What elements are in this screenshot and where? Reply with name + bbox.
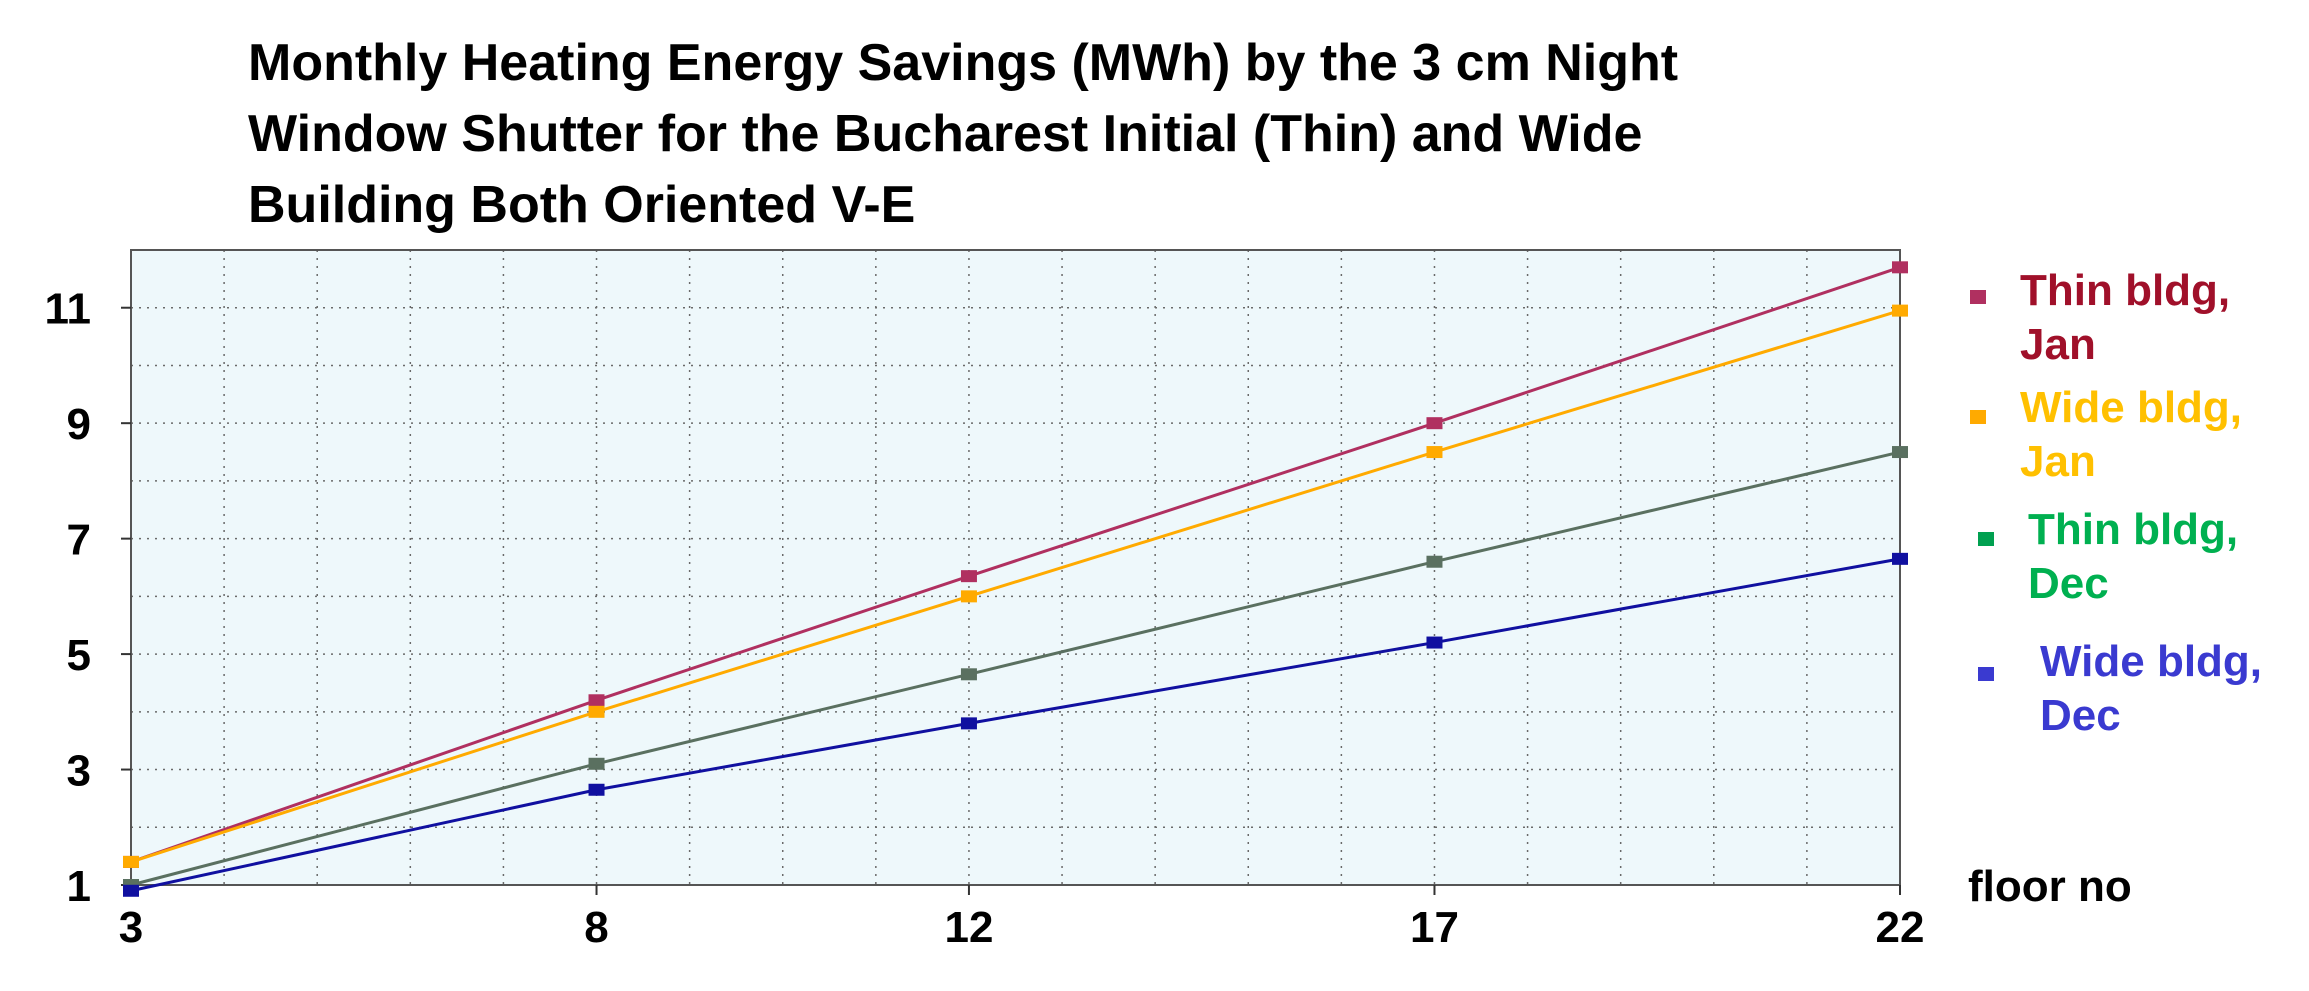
data-point [960,668,977,681]
data-point [960,717,977,730]
data-point [1426,555,1443,568]
y-tick-label: 5 [67,631,91,680]
data-point [588,705,605,718]
data-point [1892,446,1908,459]
data-point [1892,304,1908,317]
legend-label: Thin bldg, [2028,505,2238,554]
data-point [123,855,139,868]
data-point [1892,261,1908,274]
data-point [960,590,977,603]
legend-label: Jan [2020,320,2096,369]
data-point [588,757,605,770]
x-tick-label: 8 [584,903,608,952]
data-point [1426,446,1443,459]
chart-title-line-2: Window Shutter for the Bucharest Initial… [248,105,1643,163]
data-point [1426,417,1443,430]
y-tick-label: 11 [44,285,91,334]
data-point [123,884,139,897]
legend-marker [1978,532,1994,546]
series-lines [123,261,1908,897]
legend-marker [1970,290,1986,304]
chart-title-line-1: Monthly Heating Energy Savings (MWh) by … [248,34,1679,92]
plot-frame [130,249,1901,886]
y-tick-label: 1 [67,862,91,911]
y-tick-label: 7 [67,516,91,565]
chart-title-line-3: Building Both Oriented V-E [248,176,916,234]
legend-label: Wide bldg, [2020,383,2242,432]
data-point [588,783,605,796]
x-tick-label: 17 [1410,903,1459,952]
grid [131,250,1900,885]
legend-marker [1978,667,1994,681]
x-axis-title: floor no [1968,862,2132,911]
plot-background [131,250,1900,885]
x-tick-label: 12 [944,903,993,952]
legend-label: Wide bldg, [2040,637,2262,686]
chart-title: Monthly Heating Energy Savings (MWh) by … [248,28,1948,241]
legend-label: Jan [2020,437,2096,486]
x-tick-label: 3 [119,903,143,952]
legend-label: Dec [2040,691,2121,740]
legend-label: Thin bldg, [2020,266,2230,315]
y-tick-label: 9 [67,400,91,449]
legend-marker [1970,410,1986,424]
x-tick-label: 22 [1876,903,1925,952]
y-tick-label: 3 [67,747,91,796]
data-point [960,570,977,583]
data-point [588,694,605,707]
data-point [1892,552,1908,565]
legend: Thin bldg, Jan Wide bldg, Jan Thin bldg, Dec W… [1970,266,2262,740]
data-point [1426,636,1443,649]
legend-label: Dec [2028,559,2109,608]
